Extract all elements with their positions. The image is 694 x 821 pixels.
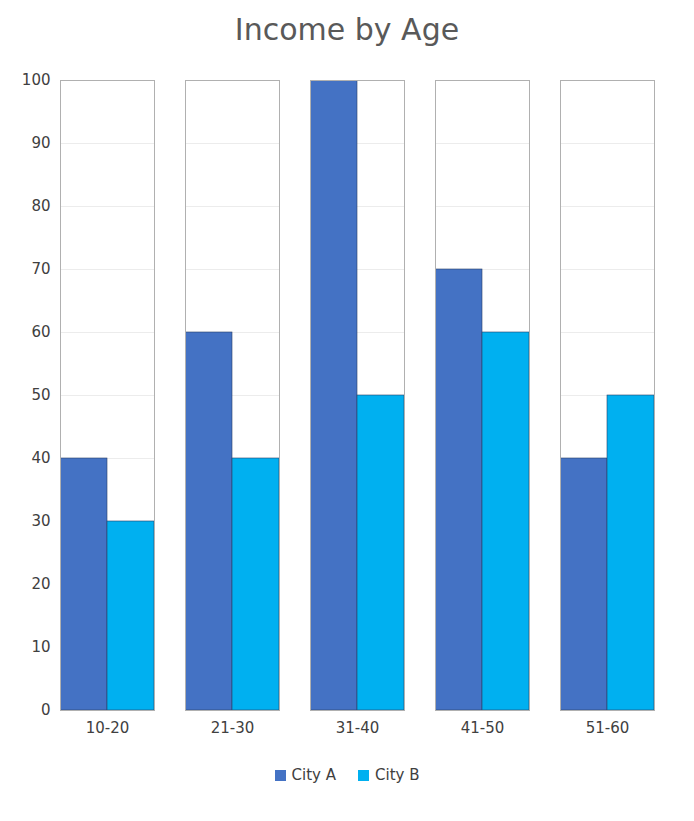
svg-text:50: 50: [31, 386, 50, 404]
svg-text:80: 80: [31, 197, 50, 215]
svg-text:40: 40: [31, 449, 50, 467]
html-text:City A: City A: [291, 766, 336, 784]
svg-text:51-60: 51-60: [586, 719, 630, 737]
svg-text:10-20: 10-20: [86, 719, 130, 737]
svg-text:0: 0: [41, 701, 51, 719]
svg-text:60: 60: [31, 323, 50, 341]
svg-text:41-50: 41-50: [461, 719, 505, 737]
svg-text:20: 20: [31, 575, 50, 593]
svg-text:31-40: 31-40: [336, 719, 380, 737]
html-text:City B: City B: [375, 766, 420, 784]
html-text:Income by Age: Income by Age: [234, 12, 460, 47]
svg-text:21-30: 21-30: [211, 719, 255, 737]
svg-text:70: 70: [31, 260, 50, 278]
svg-text:30: 30: [31, 512, 50, 530]
svg-text:90: 90: [31, 134, 50, 152]
svg-text:100: 100: [22, 71, 51, 89]
svg-text:10: 10: [31, 638, 50, 656]
